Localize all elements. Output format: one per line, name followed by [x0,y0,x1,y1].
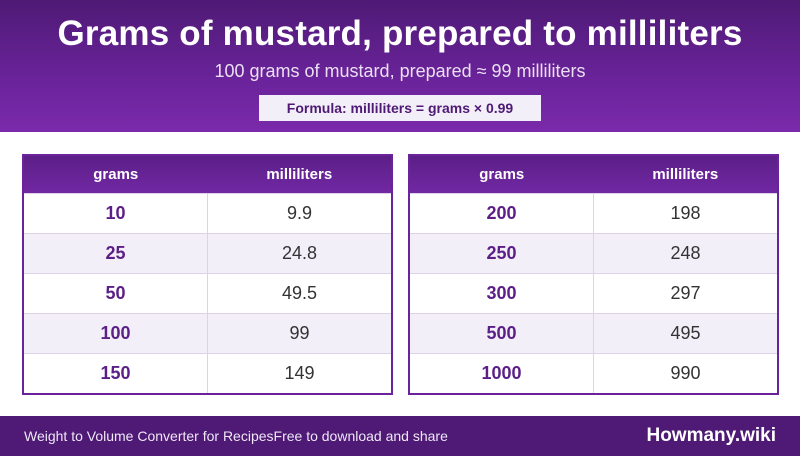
table-row: 250 248 [410,233,777,274]
footer-bar: Weight to Volume Converter for RecipesFr… [0,416,800,456]
grams-cell: 10 [24,193,208,234]
milliliters-cell: 248 [593,233,777,274]
table-row: 10 9.9 [24,193,391,234]
column-header-milliliters: milliliters [593,156,777,194]
grams-cell: 300 [410,273,594,314]
table-row: 100 99 [24,313,391,354]
table-row: 500 495 [410,313,777,354]
footer-tagline: Weight to Volume Converter for RecipesFr… [24,428,448,444]
milliliters-cell: 297 [593,273,777,314]
header-banner: Grams of mustard, prepared to milliliter… [0,0,800,132]
table-header-row: grams milliliters [24,156,391,194]
footer-brand[interactable]: Howmany.wiki [646,425,776,446]
grams-cell: 150 [24,353,208,393]
table-row: 50 49.5 [24,273,391,314]
column-header-milliliters: milliliters [207,156,391,194]
milliliters-cell: 990 [593,353,777,393]
table-row: 300 297 [410,273,777,314]
milliliters-cell: 49.5 [207,273,391,314]
table-row: 25 24.8 [24,233,391,274]
page-subtitle: 100 grams of mustard, prepared ≈ 99 mill… [214,61,586,81]
grams-cell: 50 [24,273,208,314]
milliliters-cell: 198 [593,193,777,234]
table-header-row: grams milliliters [410,156,777,194]
conversion-table-left: grams milliliters 10 9.9 25 24.8 50 49.5… [22,154,393,395]
table-row: 1000 990 [410,353,777,393]
milliliters-cell: 149 [207,353,391,393]
grams-cell: 100 [24,313,208,354]
grams-cell: 1000 [410,353,594,393]
grams-cell: 500 [410,313,594,354]
formula-box: Formula: milliliters = grams × 0.99 [259,95,541,121]
grams-cell: 25 [24,233,208,274]
conversion-table-right: grams milliliters 200 198 250 248 300 29… [408,154,779,395]
column-header-grams: grams [410,156,594,194]
table-row: 200 198 [410,193,777,234]
conversion-table: grams milliliters 10 9.9 25 24.8 50 49.5… [24,156,391,393]
milliliters-cell: 99 [207,313,391,354]
conversion-table: grams milliliters 200 198 250 248 300 29… [410,156,777,393]
grams-cell: 250 [410,233,594,274]
page-title: Grams of mustard, prepared to milliliter… [57,14,743,53]
grams-cell: 200 [410,193,594,234]
milliliters-cell: 9.9 [207,193,391,234]
milliliters-cell: 24.8 [207,233,391,274]
table-row: 150 149 [24,353,391,393]
milliliters-cell: 495 [593,313,777,354]
column-header-grams: grams [24,156,208,194]
